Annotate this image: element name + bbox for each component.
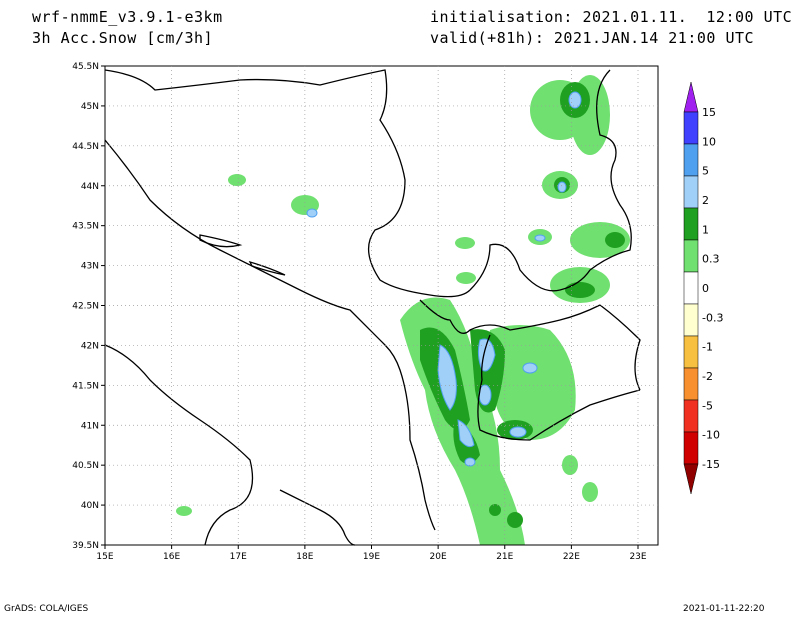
legend-label: -5 <box>702 399 713 412</box>
lon-label: 18E <box>296 552 313 562</box>
lon-label: 16E <box>163 552 180 562</box>
legend-swatch <box>683 367 699 401</box>
lon-label: 17E <box>230 552 247 562</box>
lat-label: 44.5N <box>72 142 99 152</box>
borders <box>104 69 641 546</box>
lat-label: 45.5N <box>72 62 99 72</box>
lat-label: 41N <box>81 421 99 431</box>
lat-label: 44N <box>81 182 99 192</box>
lon-label: 15E <box>96 552 113 562</box>
lat-label: 40.5N <box>72 461 99 471</box>
snow-field <box>176 75 630 545</box>
lat-label: 42.5N <box>72 302 99 312</box>
legend-arrow-bottom <box>683 463 699 495</box>
lon-label: 22E <box>563 552 580 562</box>
legend-label: 5 <box>702 165 709 178</box>
legend-label: 0.3 <box>702 253 720 266</box>
field-title: 3h Acc.Snow [cm/3h] <box>32 29 214 47</box>
legend-swatch <box>683 207 699 241</box>
legend-swatch <box>683 111 699 145</box>
lon-label: 20E <box>430 552 447 562</box>
lon-label: 21E <box>496 552 513 562</box>
legend-swatch <box>683 239 699 273</box>
legend-swatch <box>683 399 699 433</box>
lat-labels: 45.5N 45N 44.5N 44N 43.5N 43N 42.5N 42N 41.5N 41N… <box>72 62 99 551</box>
footer-timestamp: 2021-01-11-22:20 <box>683 604 765 614</box>
model-title: wrf-nmmE_v3.9.1-e3km <box>32 8 223 26</box>
legend-label: 15 <box>702 106 716 119</box>
lat-label: 43.5N <box>72 222 99 232</box>
valid-time: valid(+81h): 2021.JAN.14 21:00 UTC <box>430 29 755 47</box>
lat-label: 43N <box>81 262 99 272</box>
legend-arrow-top <box>683 81 699 113</box>
lat-label: 39.5N <box>72 541 99 551</box>
color-legend: 15 10 5 2 1 0.3 0 -0.3 -1 -2 -5 -10 -15 <box>683 81 723 495</box>
footer-credit: GrADS: COLA/IGES <box>4 604 89 614</box>
legend-label: -15 <box>702 458 720 471</box>
legend-label: -0.3 <box>702 311 723 324</box>
legend-swatch <box>683 431 699 465</box>
lat-label: 40N <box>81 501 99 511</box>
init-time: initialisation: 2021.01.11. 12:00 UTC <box>430 8 793 26</box>
legend-label: -2 <box>702 370 713 383</box>
legend-swatch <box>683 143 699 177</box>
graticule <box>101 65 658 549</box>
lon-label: 19E <box>363 552 380 562</box>
legend-label: -10 <box>702 429 720 442</box>
lat-label: 45N <box>81 102 99 112</box>
legend-swatch <box>683 175 699 209</box>
legend-swatch <box>683 303 699 337</box>
lat-label: 42N <box>81 341 99 351</box>
legend-label: -1 <box>702 341 713 354</box>
legend-swatch <box>683 271 699 305</box>
lon-labels: 15E 16E 17E 18E 19E 20E 21E 22E 23E <box>96 552 646 562</box>
legend-swatch <box>683 335 699 369</box>
lat-label: 41.5N <box>72 381 99 391</box>
legend-label: 2 <box>702 194 709 207</box>
legend-label: 10 <box>702 135 716 148</box>
legend-label: 0 <box>702 282 709 295</box>
legend-label: 1 <box>702 223 709 236</box>
lon-label: 23E <box>629 552 646 562</box>
